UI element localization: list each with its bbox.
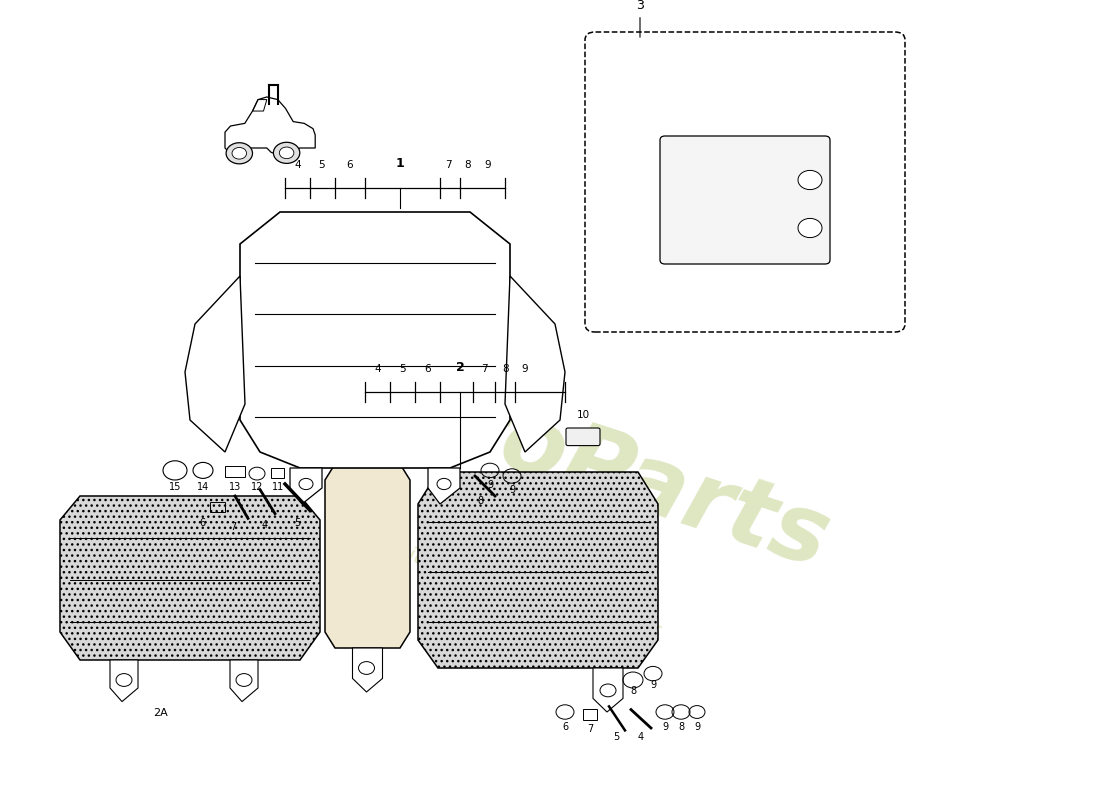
Polygon shape	[352, 648, 383, 692]
Text: 14: 14	[197, 482, 209, 491]
Polygon shape	[418, 472, 658, 668]
Text: 9: 9	[662, 722, 668, 733]
Text: 5: 5	[613, 732, 619, 742]
Text: 4: 4	[262, 520, 268, 530]
Circle shape	[274, 142, 300, 163]
Text: 4: 4	[375, 364, 382, 374]
FancyBboxPatch shape	[660, 136, 830, 264]
Text: 4: 4	[638, 732, 645, 742]
Circle shape	[798, 170, 822, 190]
Text: 6: 6	[425, 364, 431, 374]
Text: 6: 6	[199, 518, 205, 528]
Text: 15: 15	[168, 482, 182, 491]
Circle shape	[798, 218, 822, 238]
Text: 8: 8	[678, 722, 684, 733]
Polygon shape	[226, 97, 316, 155]
Text: 9: 9	[694, 722, 700, 733]
Polygon shape	[185, 276, 245, 452]
Text: 9: 9	[487, 480, 493, 490]
Text: 9: 9	[521, 364, 528, 374]
Polygon shape	[505, 276, 565, 452]
Text: 5: 5	[319, 160, 326, 170]
Text: 9: 9	[509, 485, 515, 494]
Text: a passion for parts since 1985: a passion for parts since 1985	[337, 522, 663, 646]
Text: 2: 2	[455, 362, 464, 374]
Text: 11: 11	[272, 482, 284, 491]
Text: 6: 6	[346, 160, 353, 170]
Circle shape	[232, 147, 246, 159]
Text: euroParts: euroParts	[319, 340, 840, 588]
Polygon shape	[428, 468, 460, 504]
Text: 6: 6	[562, 722, 568, 733]
Circle shape	[279, 147, 294, 158]
Text: 9: 9	[485, 160, 492, 170]
Text: 8: 8	[477, 496, 483, 506]
Text: 5: 5	[294, 518, 300, 528]
Polygon shape	[60, 496, 320, 660]
Text: 4: 4	[295, 160, 301, 170]
Polygon shape	[230, 660, 258, 702]
Polygon shape	[324, 464, 410, 648]
Text: 7: 7	[444, 160, 451, 170]
Text: 7: 7	[230, 522, 236, 531]
Text: 1: 1	[396, 158, 405, 170]
Text: 13: 13	[229, 482, 241, 491]
Polygon shape	[110, 660, 138, 702]
Circle shape	[227, 142, 253, 164]
Text: 8: 8	[464, 160, 471, 170]
Polygon shape	[240, 212, 510, 468]
Text: 7: 7	[481, 364, 487, 374]
Text: 5: 5	[399, 364, 406, 374]
Text: 8: 8	[630, 686, 636, 696]
Text: 7: 7	[587, 724, 593, 734]
Text: 2A: 2A	[153, 708, 167, 718]
Text: 10: 10	[576, 410, 590, 419]
Polygon shape	[290, 468, 322, 504]
FancyBboxPatch shape	[566, 428, 600, 446]
Text: 12: 12	[251, 482, 263, 491]
Text: 3: 3	[636, 0, 644, 38]
Text: 9: 9	[650, 680, 656, 690]
Text: 8: 8	[503, 364, 509, 374]
Polygon shape	[593, 668, 623, 712]
